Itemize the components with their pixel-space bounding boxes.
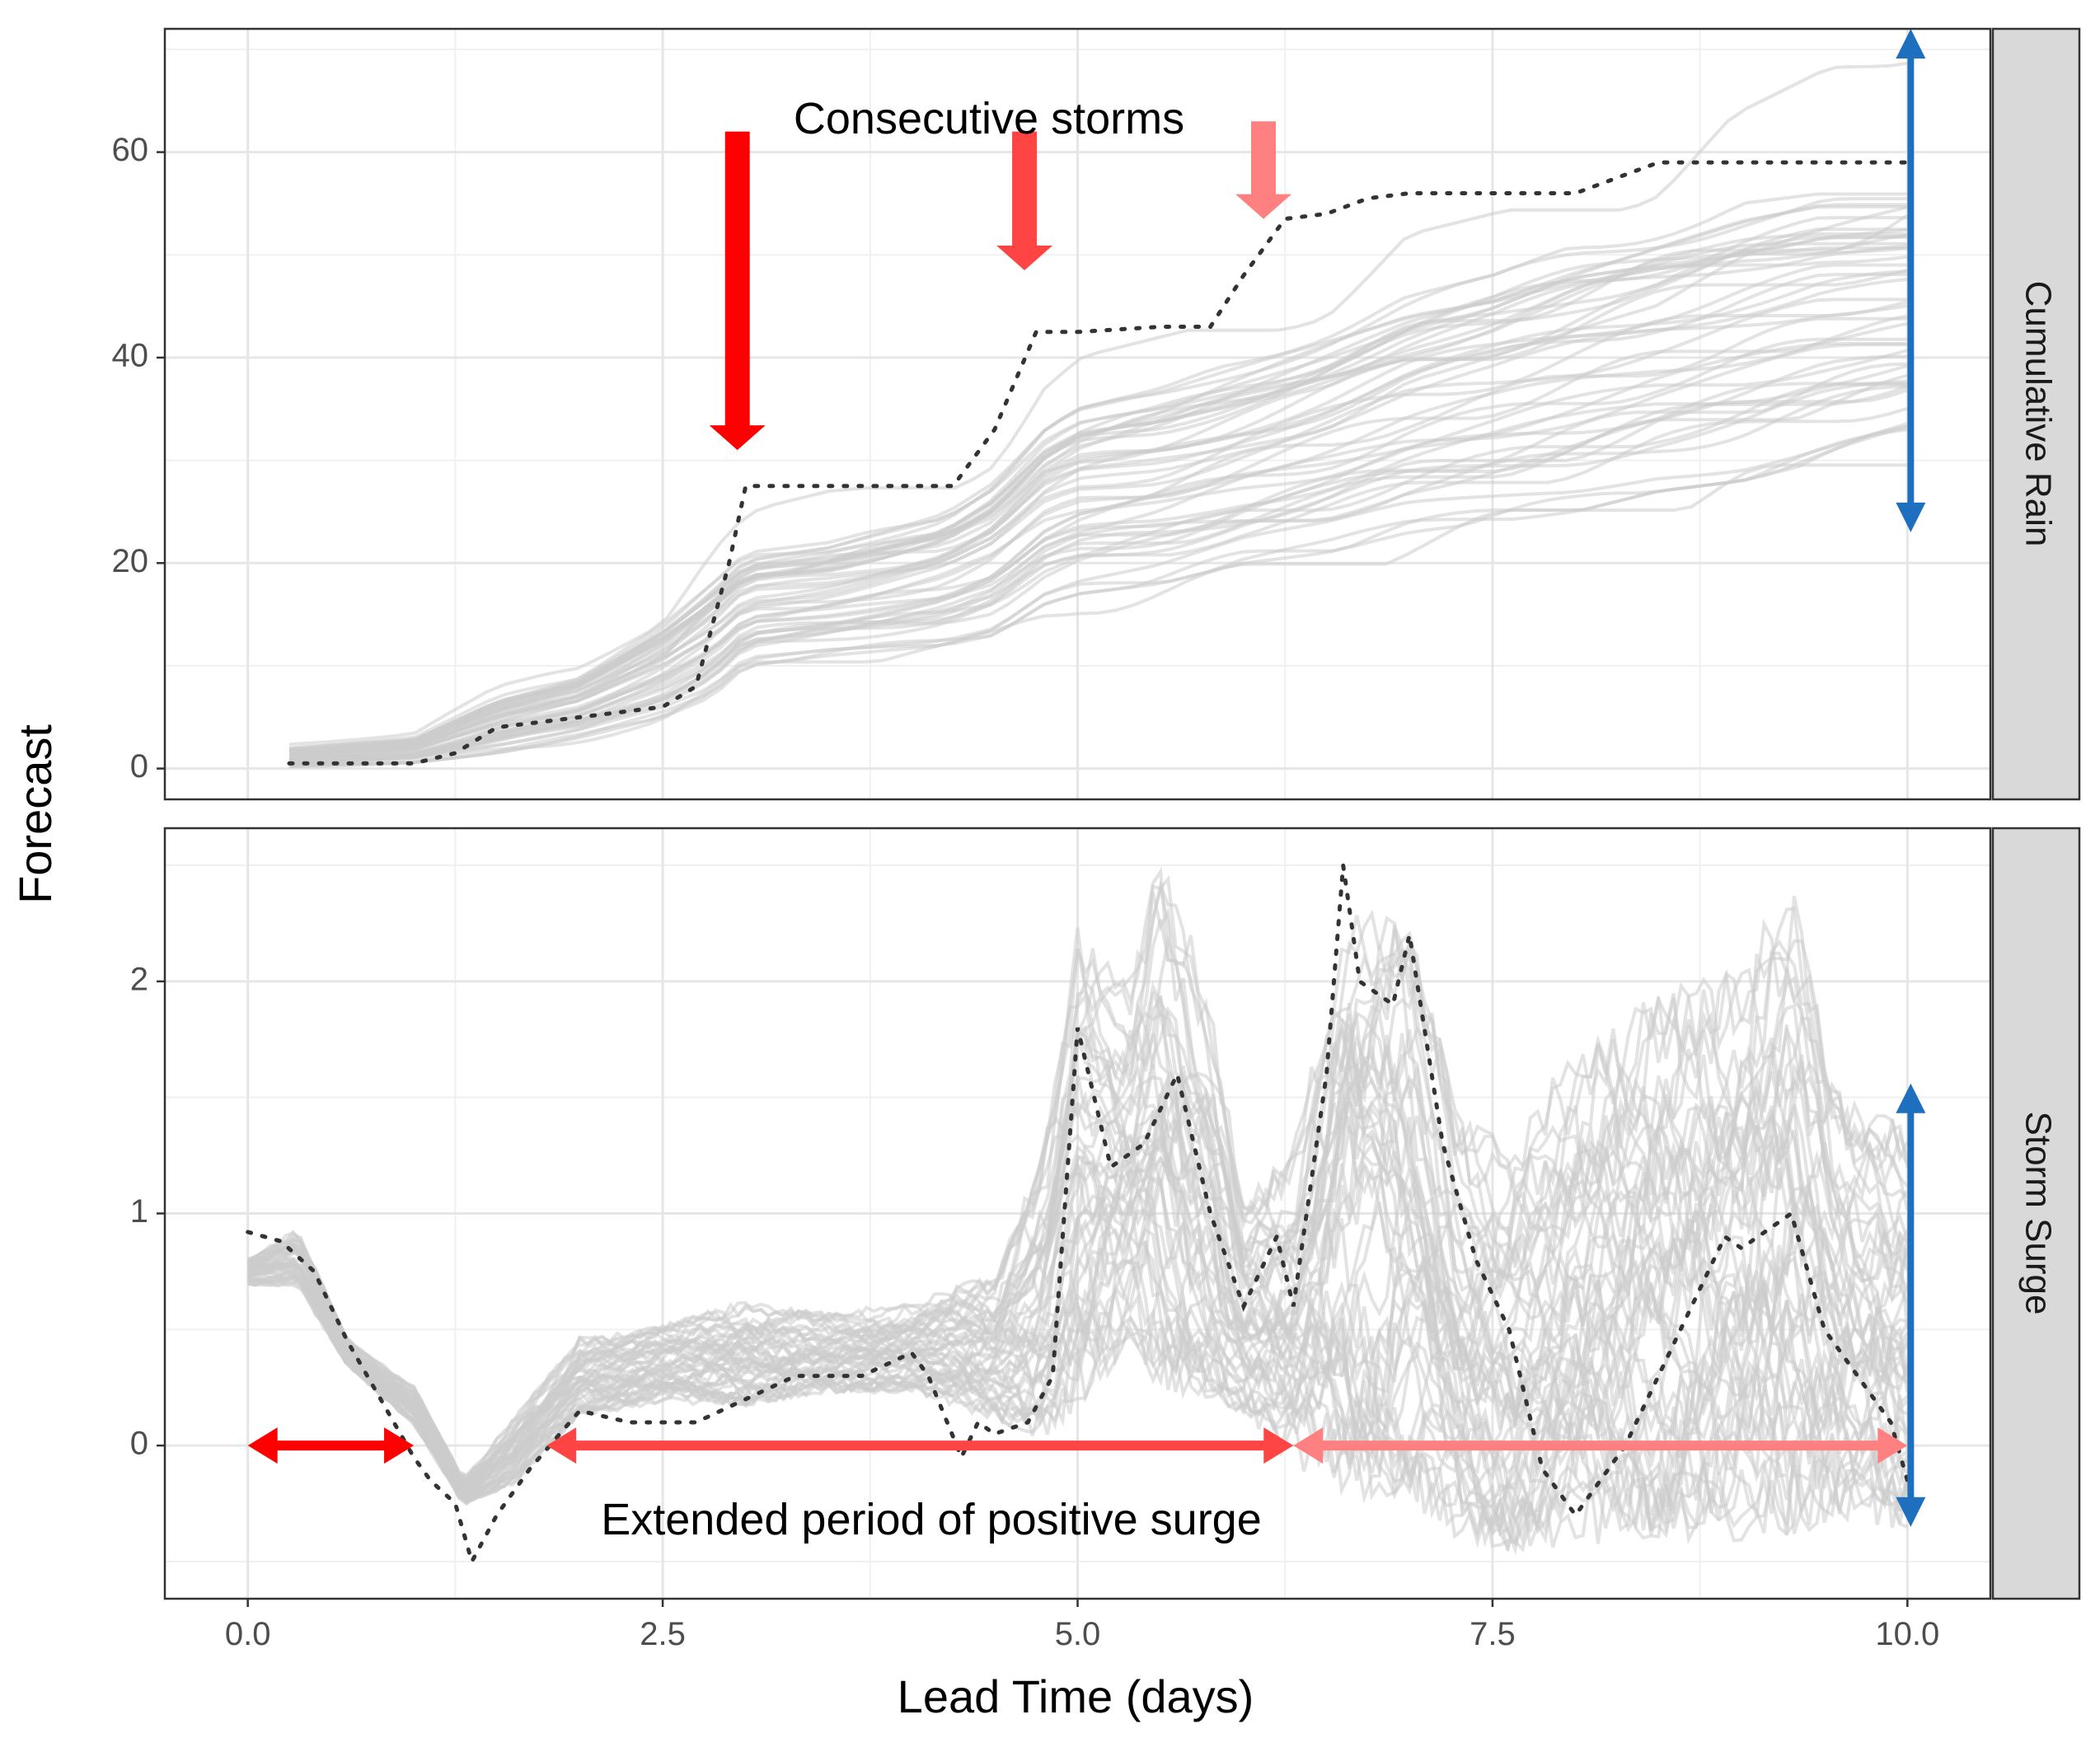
- surge-period-arrow-2: [546, 1427, 1294, 1464]
- ensemble-member-line: [288, 364, 1908, 763]
- panel-top-border: [163, 27, 1992, 801]
- ensemble-member-line: [288, 255, 1908, 753]
- storm-arrow-1: [709, 131, 766, 451]
- annotation-consecutive-storms: Consecutive storms: [794, 94, 1184, 143]
- y-tick-label: 40: [112, 337, 149, 373]
- ensemble-member-line: [247, 948, 1910, 1478]
- ensemble-member-line: [288, 61, 1908, 747]
- ensemble-member-line: [247, 1213, 1910, 1535]
- ensemble-member-line: [247, 1153, 1910, 1503]
- x-tick-label: 0.0: [225, 1616, 271, 1652]
- ensemble-member-line: [288, 273, 1908, 757]
- ensemble-member-line: [246, 918, 1910, 1483]
- strip-label-storm-surge: Storm Surge: [2018, 1112, 2058, 1315]
- ensemble-member-line: [247, 1159, 1909, 1511]
- storm-arrow-2: [996, 131, 1053, 270]
- y-tick-label: 1: [130, 1193, 148, 1230]
- x-axis-title: Lead Time (days): [898, 1670, 1254, 1722]
- y-tick-label: 0: [130, 748, 148, 785]
- strip-label-cumulative-rain: Cumulative Rain: [2018, 281, 2058, 547]
- annotation-arrows: [247, 29, 1926, 1527]
- y-tick-label: 20: [112, 543, 149, 579]
- ensemble-member-line: [288, 321, 1908, 761]
- ensemble-member-line: [288, 343, 1908, 761]
- ensemble-member-line: [246, 1157, 1909, 1508]
- surge-period-arrow-1: [247, 1427, 415, 1464]
- observed-line-cumulative-rain: [287, 160, 1910, 766]
- storm-arrow-3: [1235, 121, 1292, 219]
- observed-line-storm-surge: [246, 864, 1910, 1567]
- surge-period-arrow-3: [1293, 1427, 1908, 1464]
- x-tick-label: 5.0: [1055, 1616, 1101, 1652]
- ensemble-member-line: [288, 316, 1908, 761]
- axes: 0 20 40 60 0 1 2 0.0 2.5 5.0 7.5 10.0: [112, 132, 1940, 1652]
- ensemble-member-line: [247, 1221, 1910, 1553]
- ensemble-member-line: [288, 424, 1908, 768]
- strip-storm-surge: [1991, 827, 2081, 1600]
- ensemble-member-line: [288, 269, 1908, 757]
- ensemble-member-line: [288, 379, 1908, 766]
- y-axis-title: Forecast: [9, 724, 61, 904]
- y-tick-label: 60: [112, 132, 149, 168]
- ensemble-member-line: [288, 428, 1908, 768]
- ensemble-member-line: [288, 463, 1908, 769]
- ensemble-member-line: [247, 1079, 1910, 1494]
- ensemble-lines-storm-surge: [246, 866, 1910, 1556]
- x-tick-label: 2.5: [640, 1616, 686, 1652]
- annotation-extended-positive-surge: Extended period of positive surge: [601, 1495, 1262, 1544]
- ensemble-member-line: [247, 995, 1910, 1491]
- y-tick-label: 0: [130, 1426, 148, 1462]
- ensemble-lines-cumulative-rain: [288, 61, 1909, 769]
- x-tick-label: 7.5: [1470, 1616, 1516, 1652]
- strip-cumulative-rain: [1991, 27, 2081, 801]
- ensemble-member-line: [288, 233, 1908, 753]
- grid-top: [165, 29, 1990, 799]
- ensemble-member-line: [288, 197, 1908, 750]
- y-tick-label: 2: [130, 961, 148, 997]
- range-arrow-cumulative-rain: [1896, 29, 1926, 532]
- ensemble-member-line: [288, 422, 1908, 767]
- range-arrow-storm-surge: [1896, 1083, 1926, 1527]
- ensemble-member-line: [247, 1018, 1910, 1493]
- x-tick-label: 10.0: [1875, 1616, 1939, 1652]
